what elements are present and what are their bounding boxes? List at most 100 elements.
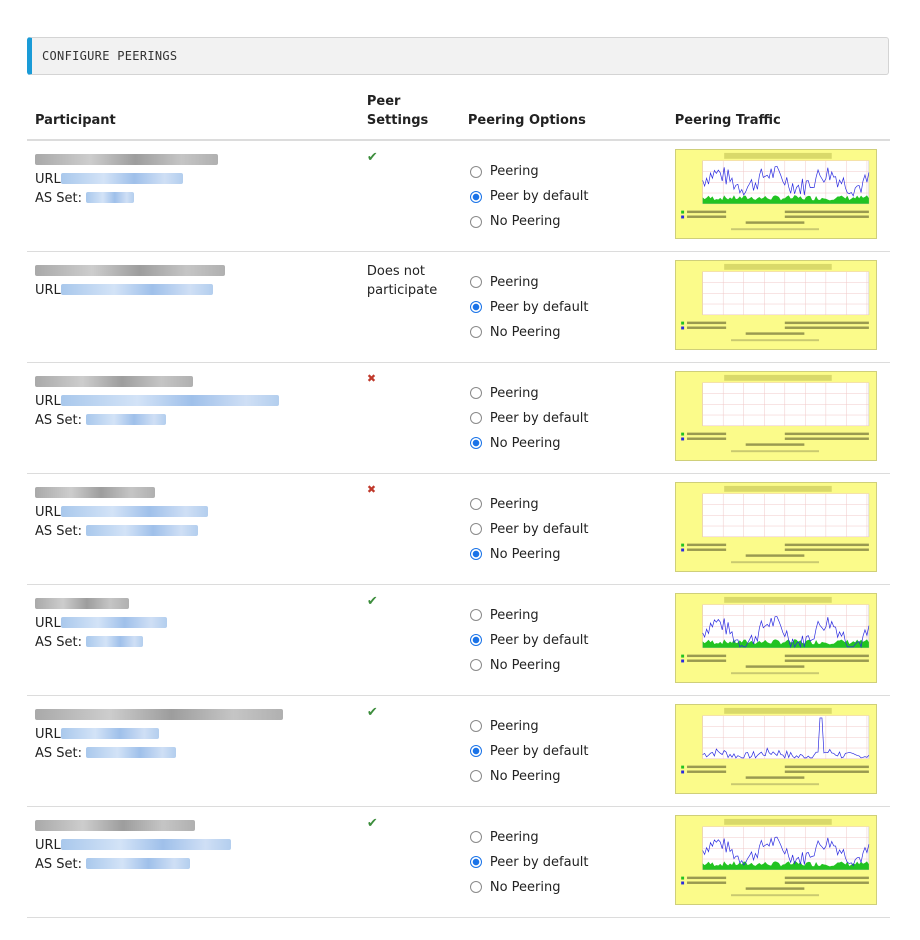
url-link[interactable] [60, 727, 159, 739]
participant-cell: URL AS Set: [27, 695, 359, 807]
radio-button[interactable] [469, 548, 482, 560]
traffic-graph[interactable] [674, 481, 877, 572]
radio-option[interactable]: Peering [469, 270, 667, 295]
as-set-link[interactable] [86, 746, 177, 758]
table-header-row: Participant Peer Settings Peering Option… [27, 92, 890, 141]
radio-option[interactable]: No Peering [469, 320, 667, 345]
radio-option[interactable]: Peering [469, 825, 667, 850]
table-row: URL AS Set: ✖ Peering Peer by default No Peer… [27, 473, 890, 585]
radio-option[interactable]: No Peering [469, 764, 667, 789]
radio-button[interactable] [469, 190, 482, 203]
col-peering-traffic: Peering Traffic [666, 92, 890, 141]
radio-button[interactable] [469, 215, 482, 228]
radio-option[interactable]: Peer by default [469, 739, 667, 764]
check-icon: ✔ [366, 150, 378, 165]
as-set-link[interactable] [86, 857, 191, 869]
radio-option[interactable]: Peer by default [469, 406, 667, 431]
radio-option[interactable]: No Peering [469, 875, 667, 900]
radio-button[interactable] [469, 659, 482, 671]
radio-button[interactable] [469, 856, 482, 868]
url-link[interactable] [60, 173, 183, 184]
traffic-graph[interactable] [674, 592, 877, 683]
peering-options-group: Peering Peer by default No Peering [460, 585, 667, 678]
radio-button[interactable] [469, 437, 482, 449]
as-set-link[interactable] [86, 413, 167, 425]
radio-option[interactable]: Peering [469, 714, 667, 739]
peering-traffic-cell [666, 584, 890, 696]
participant-name [35, 706, 359, 725]
url-label: URL [35, 615, 61, 631]
peering-traffic-cell [666, 251, 890, 363]
radio-option[interactable]: Peering [469, 381, 667, 406]
traffic-graph[interactable] [674, 814, 877, 905]
radio-option[interactable]: Peering [469, 603, 667, 628]
radio-button[interactable] [469, 301, 482, 313]
participant-name [35, 817, 359, 836]
radio-label: Peering [489, 274, 539, 290]
radio-option[interactable]: No Peering [469, 653, 667, 678]
radio-button[interactable] [469, 165, 482, 178]
col-participant: Participant [27, 92, 359, 141]
url-link[interactable] [60, 283, 213, 295]
radio-option[interactable]: Peer by default [469, 517, 667, 542]
radio-button[interactable] [469, 831, 482, 843]
as-set-link[interactable] [86, 192, 135, 203]
table-row: URL Does not participate Peering Peer by de… [27, 251, 890, 363]
as-set-link[interactable] [86, 635, 144, 647]
radio-button[interactable] [469, 387, 482, 399]
radio-label: Peer by default [489, 189, 589, 204]
traffic-graph[interactable] [674, 149, 877, 239]
radio-button[interactable] [469, 412, 482, 424]
radio-label: No Peering [489, 435, 561, 451]
radio-option[interactable]: Peering [469, 159, 667, 184]
radio-label: No Peering [489, 214, 561, 229]
participant-cell: URL AS Set: [27, 584, 359, 696]
radio-option[interactable]: Peer by default [469, 850, 667, 875]
as-set-label: AS Set: [35, 634, 83, 650]
radio-button[interactable] [469, 276, 482, 288]
traffic-graph[interactable] [674, 259, 877, 350]
radio-button[interactable] [469, 498, 482, 510]
peering-options-cell: Peering Peer by default No Peering [459, 362, 667, 474]
peer-settings-cell: ✔ [358, 140, 460, 252]
radio-option[interactable]: Peer by default [469, 184, 667, 209]
peering-traffic-cell [666, 695, 890, 807]
peering-options-group: Peering Peer by default No Peering [460, 141, 667, 234]
radio-label: Peering [489, 164, 539, 179]
as-set-link[interactable] [86, 524, 199, 536]
url-link[interactable] [60, 394, 279, 406]
radio-option[interactable]: No Peering [469, 209, 667, 234]
as-set-line: AS Set: [35, 189, 359, 208]
radio-option[interactable]: Peering [469, 492, 667, 517]
table-row: URL AS Set: ✔ Peering Peer by default No Peer… [27, 140, 890, 252]
table-row: URL AS Set: ✔ Peering Peer by default No Peer… [27, 806, 890, 918]
peering-traffic-cell [666, 473, 890, 585]
radio-option[interactable]: Peer by default [469, 295, 667, 320]
radio-label: No Peering [489, 768, 561, 784]
url-line: URL [35, 170, 359, 189]
radio-button[interactable] [469, 745, 482, 757]
radio-button[interactable] [469, 634, 482, 646]
radio-option[interactable]: Peer by default [469, 628, 667, 653]
radio-button[interactable] [469, 326, 482, 338]
radio-button[interactable] [469, 770, 482, 782]
traffic-graph[interactable] [674, 370, 877, 461]
redacted-name [35, 264, 225, 276]
peer-settings-cell: ✔ [358, 695, 460, 807]
radio-button[interactable] [469, 609, 482, 621]
url-link[interactable] [60, 505, 208, 517]
peer-settings-cell: Does not participate [358, 251, 460, 363]
url-link[interactable] [60, 616, 167, 628]
radio-label: Peer by default [489, 521, 589, 537]
radio-button[interactable] [469, 523, 482, 535]
radio-option[interactable]: No Peering [469, 431, 667, 456]
traffic-graph[interactable] [674, 703, 877, 794]
participant-cell: URL AS Set: [27, 806, 359, 918]
url-link[interactable] [60, 838, 231, 850]
table-row: URL AS Set: ✔ Peering Peer by default No Peer… [27, 695, 890, 807]
radio-option[interactable]: No Peering [469, 542, 667, 567]
check-icon: ✔ [366, 704, 378, 720]
participant-cell: URL AS Set: [27, 362, 359, 474]
radio-button[interactable] [469, 720, 482, 732]
radio-button[interactable] [469, 881, 482, 893]
